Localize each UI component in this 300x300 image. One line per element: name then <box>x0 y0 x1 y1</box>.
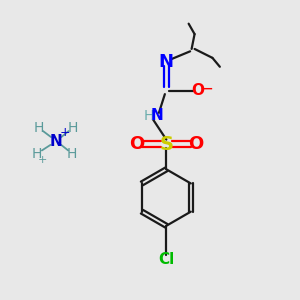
Text: H: H <box>68 121 78 135</box>
Text: +: + <box>38 155 47 165</box>
Text: S: S <box>159 135 173 154</box>
Text: H: H <box>67 147 77 160</box>
Text: N: N <box>151 108 163 123</box>
Text: Cl: Cl <box>158 253 175 268</box>
Text: H: H <box>143 109 154 123</box>
Text: O: O <box>129 135 144 153</box>
Text: O: O <box>188 135 204 153</box>
Text: N: N <box>159 53 174 71</box>
Text: −: − <box>199 80 213 98</box>
Text: H: H <box>33 121 44 135</box>
Text: H: H <box>32 147 42 160</box>
Text: N: N <box>50 134 63 148</box>
Text: +: + <box>60 126 70 139</box>
Text: O: O <box>191 83 204 98</box>
